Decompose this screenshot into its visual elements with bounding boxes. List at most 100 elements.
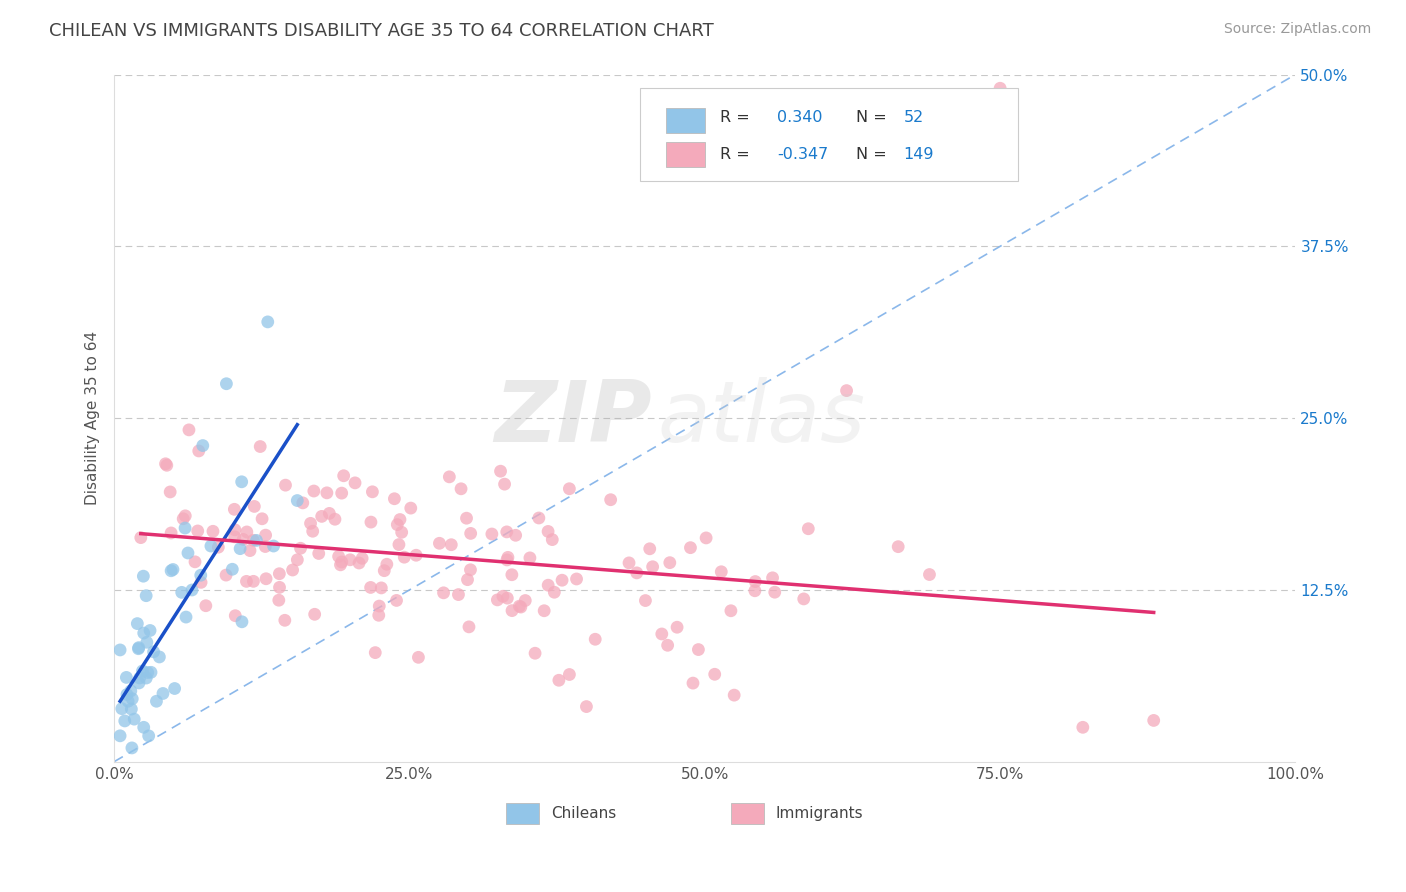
- Text: N =: N =: [856, 147, 887, 162]
- Point: [224, 530, 246, 544]
- Point: [527, 511, 550, 525]
- Point: [695, 531, 717, 545]
- Point: [330, 555, 353, 569]
- Point: [575, 699, 598, 714]
- Point: [541, 533, 564, 547]
- Text: Immigrants: Immigrants: [776, 805, 863, 821]
- Point: [558, 667, 581, 681]
- Point: [281, 563, 304, 577]
- Point: [191, 439, 214, 453]
- Point: [703, 667, 725, 681]
- Point: [245, 533, 267, 548]
- Point: [155, 457, 177, 471]
- Point: [304, 607, 326, 622]
- Point: [254, 528, 277, 542]
- Point: [215, 376, 238, 391]
- Point: [744, 583, 766, 598]
- Point: [723, 688, 745, 702]
- Point: [254, 572, 277, 586]
- Point: [495, 524, 517, 539]
- FancyBboxPatch shape: [666, 143, 704, 168]
- Point: [361, 484, 384, 499]
- Text: Chileans: Chileans: [551, 805, 616, 821]
- Point: [174, 508, 197, 523]
- Point: [887, 540, 910, 554]
- Text: Source: ZipAtlas.com: Source: ZipAtlas.com: [1223, 22, 1371, 37]
- Point: [177, 423, 200, 437]
- Point: [679, 541, 702, 555]
- Point: [364, 646, 387, 660]
- Point: [367, 608, 389, 623]
- Point: [399, 501, 422, 516]
- Point: [763, 585, 786, 599]
- Point: [599, 492, 621, 507]
- Point: [127, 616, 149, 631]
- Point: [160, 525, 183, 540]
- Point: [388, 538, 411, 552]
- Point: [224, 502, 246, 516]
- Point: [120, 702, 142, 716]
- Point: [537, 578, 560, 592]
- Point: [269, 580, 291, 594]
- Point: [301, 524, 323, 539]
- Point: [148, 649, 170, 664]
- Point: [332, 468, 354, 483]
- Point: [311, 509, 333, 524]
- Point: [344, 475, 367, 490]
- Text: 149: 149: [903, 147, 934, 162]
- Point: [170, 585, 193, 599]
- Point: [505, 528, 527, 542]
- Point: [291, 496, 314, 510]
- Point: [132, 720, 155, 734]
- Point: [138, 729, 160, 743]
- Text: ZIP: ZIP: [494, 376, 651, 459]
- Point: [243, 500, 266, 514]
- Point: [190, 568, 212, 582]
- Point: [651, 627, 673, 641]
- Point: [159, 485, 181, 500]
- Point: [391, 525, 413, 540]
- Point: [239, 543, 262, 558]
- Point: [657, 638, 679, 652]
- Point: [496, 553, 519, 567]
- Point: [328, 549, 350, 564]
- Text: atlas: atlas: [658, 376, 866, 459]
- Point: [688, 642, 710, 657]
- Point: [115, 670, 138, 684]
- Point: [163, 681, 186, 696]
- Point: [184, 555, 207, 569]
- Point: [142, 645, 165, 659]
- Point: [285, 553, 308, 567]
- Point: [122, 712, 145, 726]
- Text: R =: R =: [720, 111, 749, 125]
- Point: [501, 604, 523, 618]
- Point: [285, 493, 308, 508]
- Point: [177, 546, 200, 560]
- Point: [174, 521, 197, 535]
- Point: [190, 575, 212, 590]
- Point: [224, 523, 246, 537]
- Point: [638, 541, 661, 556]
- Point: [494, 477, 516, 491]
- Point: [368, 599, 391, 613]
- Point: [120, 684, 142, 698]
- Point: [117, 694, 139, 708]
- Point: [486, 593, 509, 607]
- Point: [458, 620, 481, 634]
- Point: [231, 475, 253, 489]
- Point: [111, 701, 134, 715]
- Point: [135, 589, 157, 603]
- Point: [508, 599, 530, 614]
- Point: [988, 81, 1011, 95]
- Point: [136, 665, 159, 680]
- Point: [339, 553, 361, 567]
- Point: [666, 620, 689, 634]
- Point: [229, 541, 252, 556]
- Point: [388, 512, 411, 526]
- Point: [373, 564, 395, 578]
- Point: [360, 515, 382, 529]
- Point: [254, 540, 277, 554]
- Point: [318, 507, 340, 521]
- Point: [658, 556, 681, 570]
- Point: [215, 568, 238, 582]
